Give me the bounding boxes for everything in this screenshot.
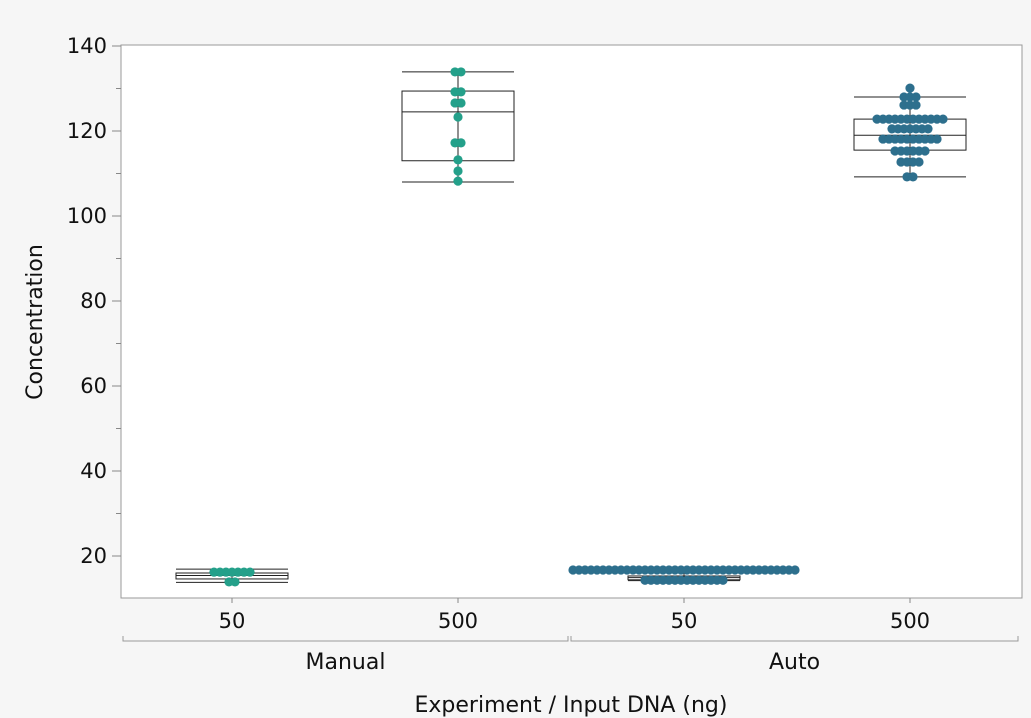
y-tick-label: 120 (67, 119, 107, 143)
data-point (923, 124, 933, 134)
marks (175, 67, 967, 587)
y-tick-label: 40 (80, 459, 107, 483)
box-group-auto-50 (568, 565, 800, 585)
x-tick-label: 500 (438, 609, 478, 633)
x-tick-label: 500 (890, 609, 930, 633)
data-point (911, 100, 921, 110)
data-point (456, 138, 466, 148)
box-group-auto-500 (853, 83, 967, 182)
data-point (790, 565, 800, 575)
data-point (938, 114, 948, 124)
box-group-manual-500 (401, 67, 515, 186)
y-tick-label: 20 (80, 544, 107, 568)
y-axis-label: Concentration (23, 244, 48, 400)
data-point (905, 83, 915, 93)
x-tick-label: 50 (671, 609, 698, 633)
data-point (453, 176, 463, 186)
data-point (456, 67, 466, 77)
y-tick-label: 140 (67, 34, 107, 58)
data-point (920, 146, 930, 156)
data-point (230, 577, 240, 587)
data-point (453, 155, 463, 165)
x-axis: 50 500 50 500 Manual Auto (122, 598, 1019, 675)
y-tick-label: 100 (67, 204, 107, 228)
data-point (911, 92, 921, 102)
y-tick-label: 60 (80, 374, 107, 398)
experiment-label: Auto (769, 650, 820, 675)
group-bracket (570, 636, 1019, 642)
box-group-manual-50 (175, 567, 289, 587)
data-point (914, 157, 924, 167)
x-axis-label: Experiment / Input DNA (ng) (415, 693, 728, 718)
data-point (456, 87, 466, 97)
data-point (453, 166, 463, 176)
data-point (453, 112, 463, 122)
data-point (718, 575, 728, 585)
data-point (245, 567, 255, 577)
experiment-label: Manual (306, 650, 386, 675)
x-tick-label: 50 (219, 609, 246, 633)
data-point (908, 172, 918, 182)
plot-area (120, 44, 1023, 599)
y-tick-label: 80 (80, 289, 107, 313)
data-point (932, 134, 942, 144)
data-point (456, 98, 466, 108)
y-axis: 20 40 60 80 100 120 140 (67, 34, 121, 568)
group-bracket (122, 636, 569, 642)
